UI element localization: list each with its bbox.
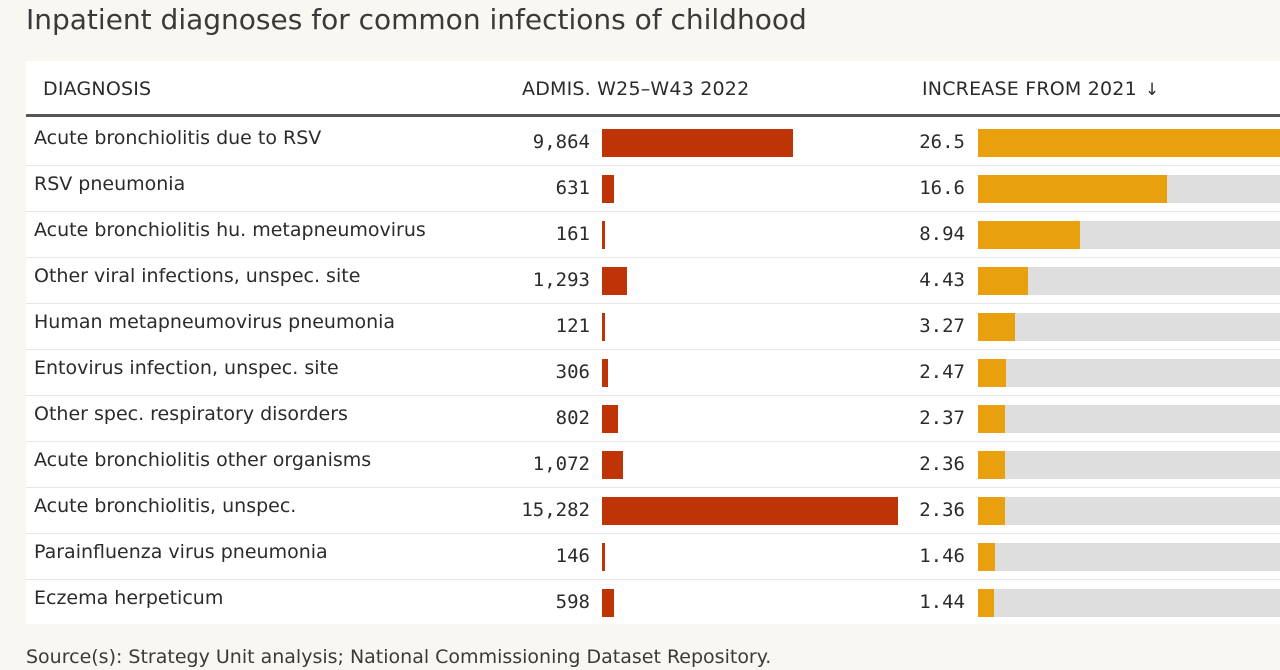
increase-bar [978,451,1005,479]
diagnosis-label: Eczema herpeticum [34,587,224,609]
chart-title: Inpatient diagnoses for common infection… [26,3,807,36]
diagnosis-label: Human metapneumovirus pneumonia [34,311,396,333]
admissions-bar [602,129,793,157]
increase-value: 2.36 [919,499,965,521]
increase-bar [978,267,1028,295]
table-row: Human metapneumovirus pneumonia 121 3.27 [26,304,1280,350]
admissions-bar [602,359,608,387]
table-body: Acute bronchiolitis due to RSV 9,864 26.5 R… [26,120,1280,626]
increase-bar-track [978,589,1280,617]
column-header-increase[interactable]: INCREASE FROM 2021 ↓ [922,76,1159,103]
admissions-value: 802 [555,407,590,429]
table-row: Acute bronchiolitis, unspec. 15,282 2.36 [26,488,1280,534]
increase-bar [978,313,1015,341]
increase-value: 4.43 [919,269,965,291]
increase-value: 2.47 [919,361,965,383]
table-row: Acute bronchiolitis due to RSV 9,864 26.5 [26,120,1280,166]
increase-value: 1.44 [919,591,965,613]
increase-bar [978,359,1006,387]
increase-value: 2.36 [919,453,965,475]
admissions-bar [602,405,618,433]
increase-bar [978,175,1167,203]
increase-bar-track [978,405,1280,433]
table-row: Eczema herpeticum 598 1.44 [26,580,1280,626]
admissions-value: 306 [555,361,590,383]
table-row: Entovirus infection, unspec. site 306 2.47 [26,350,1280,396]
admissions-value: 146 [555,545,590,567]
admissions-value: 1,072 [532,453,590,475]
increase-bar-track [978,359,1280,387]
diagnosis-label: Other viral infections, unspec. site [34,265,361,287]
increase-value: 1.46 [919,545,965,567]
sort-descending-icon: ↓ [1144,80,1160,100]
diagnosis-label: RSV pneumonia [34,173,186,195]
admissions-bar [602,313,605,341]
admissions-bar [602,221,605,249]
admissions-bar [602,589,614,617]
diagnosis-label: Acute bronchiolitis due to RSV [34,127,322,149]
diagnoses-table: DIAGNOSIS ADMIS. W25–W43 2022 INCREASE F… [26,61,1280,624]
increase-value: 3.27 [919,315,965,337]
admissions-value: 15,282 [521,499,590,521]
diagnosis-label: Parainfluenza virus pneumonia [34,541,328,563]
diagnosis-label: Acute bronchiolitis, unspec. [34,495,297,517]
column-header-diagnosis[interactable]: DIAGNOSIS [43,78,152,100]
table-row: Other spec. respiratory disorders 802 2.37 [26,396,1280,442]
admissions-bar [602,175,614,203]
increase-value: 16.6 [919,177,965,199]
increase-bar [978,497,1005,525]
admissions-bar [602,267,627,295]
admissions-value: 161 [555,223,590,245]
admissions-bar [602,451,623,479]
admissions-bar [602,497,898,525]
admissions-value: 598 [555,591,590,613]
table-row: Parainfluenza virus pneumonia 146 1.46 [26,534,1280,580]
column-header-admissions[interactable]: ADMIS. W25–W43 2022 [522,78,750,100]
increase-bar [978,543,995,571]
diagnosis-label: Acute bronchiolitis hu. metapneumovirus [34,219,426,241]
increase-bar-track [978,175,1280,203]
table-row: Acute bronchiolitis other organisms 1,072… [26,442,1280,488]
table-header: DIAGNOSIS ADMIS. W25–W43 2022 INCREASE F… [26,61,1280,117]
table-row: Other viral infections, unspec. site 1,29… [26,258,1280,304]
increase-bar [978,129,1280,157]
increase-bar-track [978,129,1280,157]
admissions-bar [602,543,605,571]
increase-bar-track [978,267,1280,295]
increase-bar [978,221,1080,249]
increase-bar-track [978,451,1280,479]
column-header-increase-label: INCREASE FROM 2021 [922,78,1137,100]
increase-value: 8.94 [919,223,965,245]
admissions-value: 1,293 [532,269,590,291]
increase-bar-track [978,497,1280,525]
increase-bar-track [978,221,1280,249]
diagnosis-label: Entovirus infection, unspec. site [34,357,339,379]
diagnosis-label: Acute bronchiolitis other organisms [34,449,372,471]
admissions-value: 9,864 [532,131,590,153]
increase-bar-track [978,313,1280,341]
diagnosis-label: Other spec. respiratory disorders [34,403,348,425]
source-note: Source(s): Strategy Unit analysis; Natio… [26,646,772,668]
admissions-value: 631 [555,177,590,199]
increase-value: 26.5 [919,131,965,153]
table-row: Acute bronchiolitis hu. metapneumovirus 1… [26,212,1280,258]
table-row: RSV pneumonia 631 16.6 [26,166,1280,212]
increase-bar [978,405,1005,433]
increase-value: 2.37 [919,407,965,429]
admissions-value: 121 [555,315,590,337]
increase-bar-track [978,543,1280,571]
increase-bar [978,589,994,617]
